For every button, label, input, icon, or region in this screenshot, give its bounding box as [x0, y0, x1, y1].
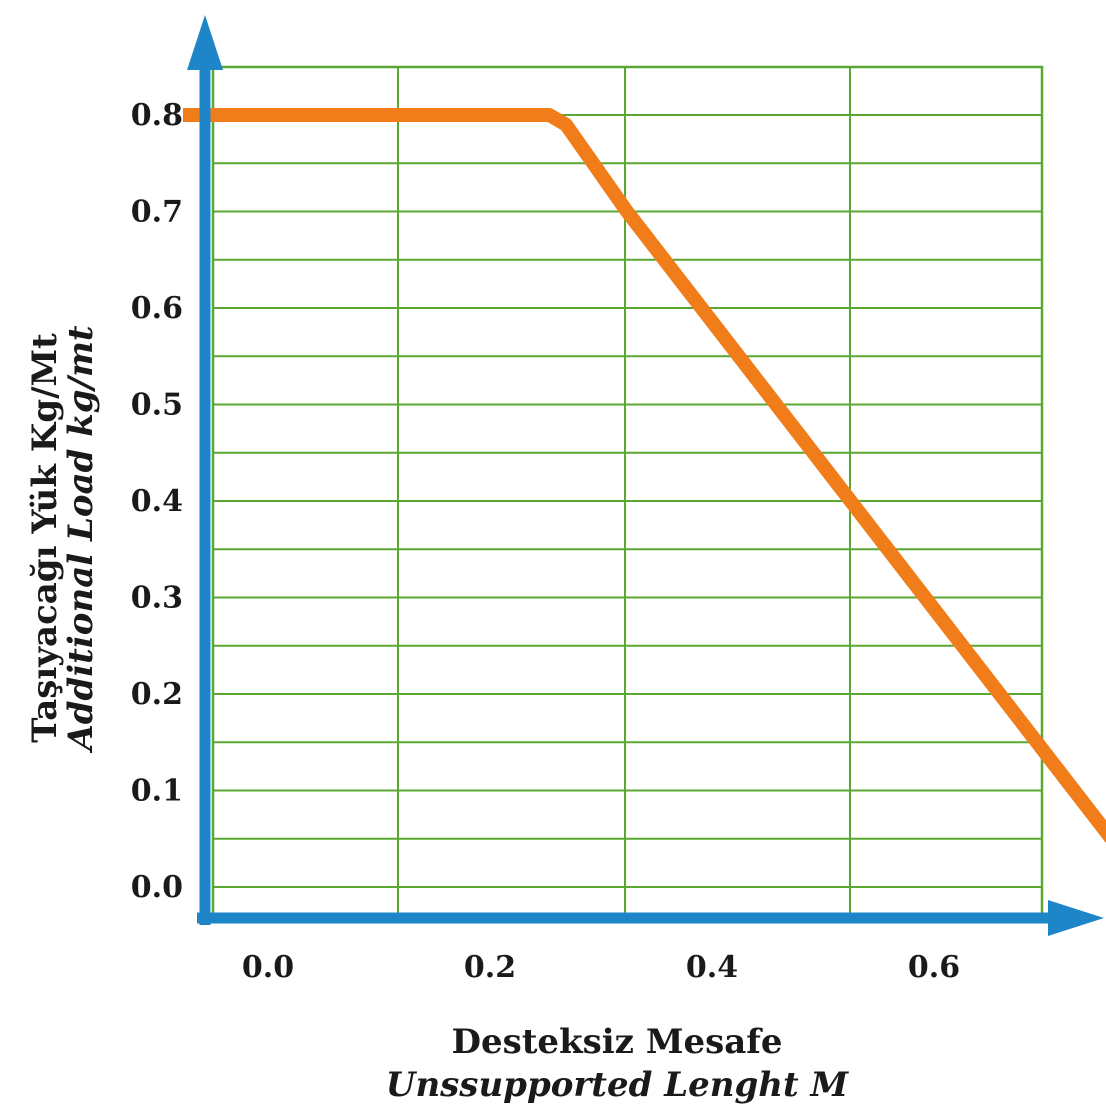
y-tick-label: 0.7 [131, 195, 183, 230]
y-tick-label: 0.5 [131, 388, 183, 423]
x-tick-label: 0.6 [908, 950, 960, 985]
y-tick-label: 0.0 [131, 870, 183, 905]
y-tick-label: 0.8 [131, 98, 183, 133]
grid [211, 65, 1044, 921]
series-layer [183, 108, 1106, 844]
x-tick-label: 0.4 [686, 950, 738, 985]
series-line-1 [183, 108, 1106, 844]
x-axis-arrow-icon [1048, 900, 1104, 936]
y-tick-label: 0.4 [131, 484, 183, 519]
y-axis-arrow-icon [187, 15, 223, 70]
x-axis-title-en: Unssupported Lenght M [386, 1065, 850, 1105]
axes [187, 15, 1104, 936]
x-tick-label: 0.2 [464, 950, 516, 985]
y-tick-label: 0.6 [131, 291, 183, 326]
y-tick-label: 0.3 [131, 581, 183, 616]
x-tick-label: 0.0 [242, 950, 294, 985]
y-axis-title: Taşıyacağı Yük Kg/Mt [25, 333, 65, 743]
y-tick-label: 0.1 [131, 774, 183, 809]
y-tick-label: 0.2 [131, 677, 183, 712]
y-axis-title-en: Additional Load kg/mt [61, 325, 101, 754]
tick-labels: 0.00.10.20.30.40.50.60.70.80.00.20.40.60… [131, 98, 960, 985]
x-axis-title: Desteksiz Mesafe [451, 1022, 782, 1062]
